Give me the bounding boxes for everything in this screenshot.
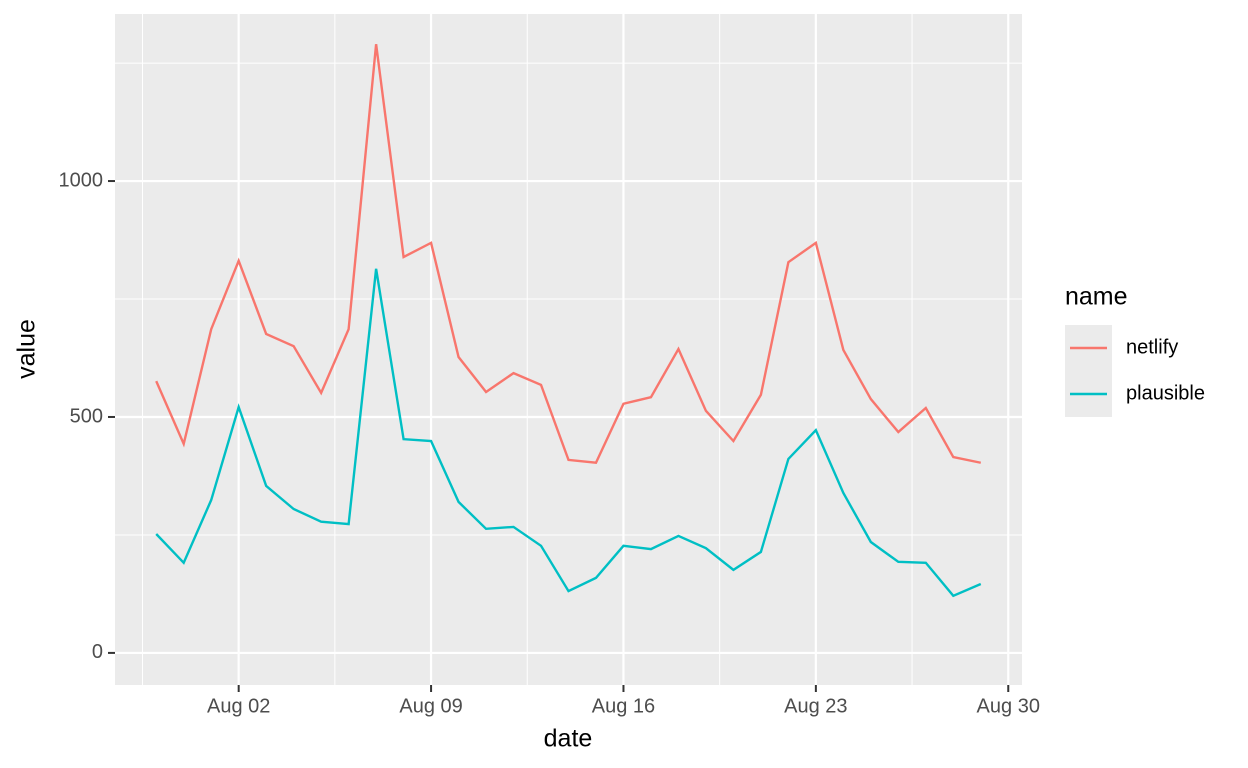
x-tick-label: Aug 30 xyxy=(977,695,1040,717)
x-tick-label: Aug 23 xyxy=(784,695,847,717)
x-tick-label: Aug 02 xyxy=(207,695,270,717)
panel xyxy=(115,14,1022,685)
y-tick-label: 1000 xyxy=(59,169,104,191)
y-tick-label: 500 xyxy=(70,405,103,427)
y-tick-label: 0 xyxy=(92,641,103,663)
x-tick-label: Aug 09 xyxy=(399,695,462,717)
series-line xyxy=(155,44,982,465)
x-tick-label: Aug 16 xyxy=(592,695,655,717)
grid xyxy=(115,14,1022,685)
series-line xyxy=(155,268,982,598)
lines xyxy=(155,44,982,598)
x-axis-title: date xyxy=(544,725,593,753)
legend-label: plausible xyxy=(1126,382,1205,404)
legend-label: netlify xyxy=(1126,336,1178,358)
y-axis-title: value xyxy=(13,319,41,379)
legend-title: name xyxy=(1065,283,1128,311)
